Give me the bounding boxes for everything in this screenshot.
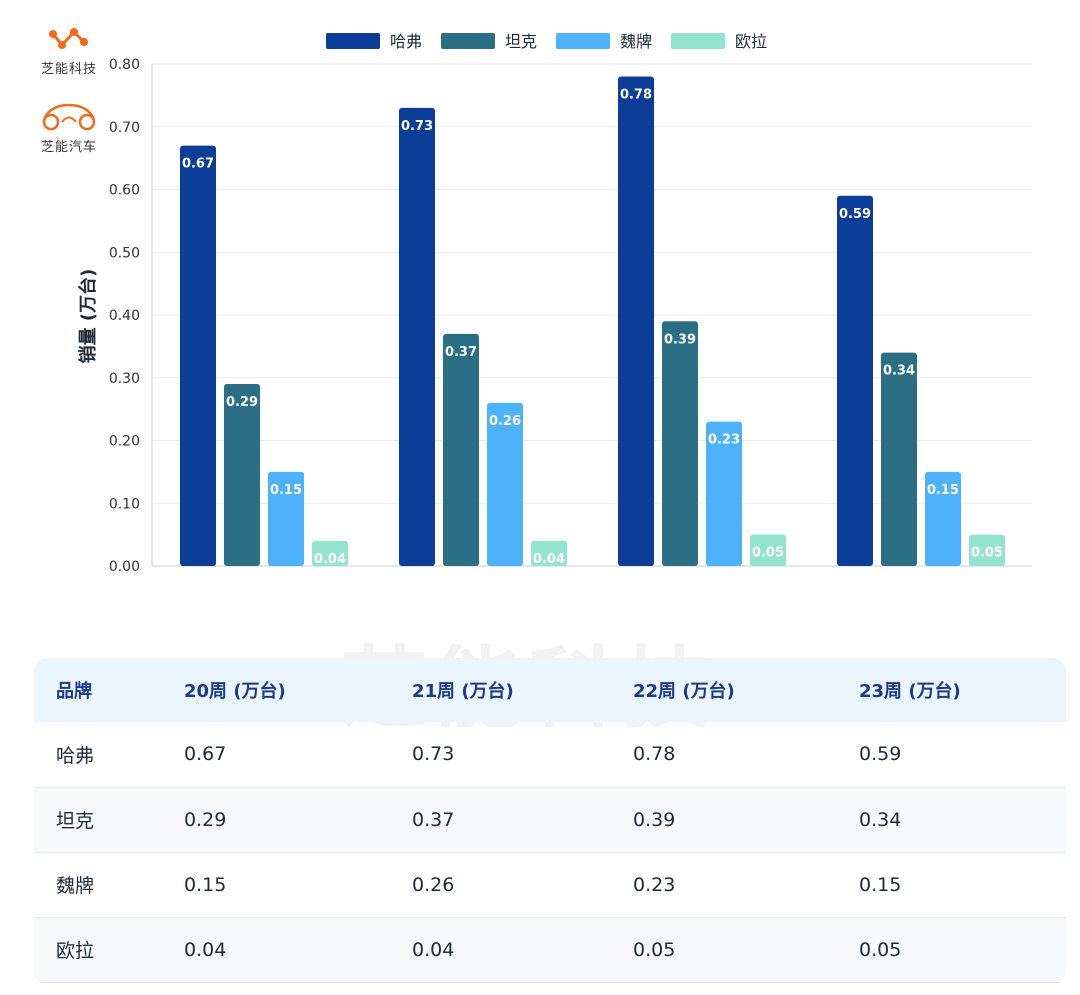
cell-value: 0.78: [633, 743, 676, 766]
data-label: 0.78: [620, 88, 652, 103]
zhineng-auto-logo: 芝能汽车: [36, 102, 102, 155]
y-tick-label: 0.60: [109, 183, 140, 199]
table-row: 哈弗 0.67 0.73 0.78 0.59: [34, 722, 1066, 787]
bar: [618, 76, 654, 567]
legend-swatch[interactable]: [556, 33, 610, 49]
cell-brand: 坦克: [56, 810, 95, 832]
bar: [662, 321, 698, 566]
y-axis-ticks: 0.00 0.10 0.20 0.30 0.40 0.50 0.60 0.70 0.80: [109, 57, 140, 575]
cell-value: 0.26: [412, 873, 455, 896]
bar: [706, 421, 742, 566]
y-axis-label: 销量 (万台): [77, 269, 99, 364]
data-label: 0.39: [664, 332, 696, 347]
cell-value: 0.29: [184, 808, 227, 831]
cell-value: 0.23: [633, 873, 676, 896]
bar: [487, 402, 523, 566]
zhineng-tech-logo: 芝能科技: [36, 24, 102, 77]
table-row: 魏牌 0.15 0.26 0.23 0.15: [34, 852, 1066, 917]
cell-value: 0.34: [859, 808, 902, 831]
logo-text: 芝能科技: [40, 62, 97, 77]
molecule-icon: [49, 28, 88, 49]
data-label: 0.67: [182, 157, 214, 172]
bar: [443, 333, 479, 566]
legend-label[interactable]: 魏牌: [620, 32, 652, 51]
data-label: 0.04: [533, 552, 565, 567]
data-table: 品牌 20周 (万台) 21周 (万台) 22周 (万台) 23周 (万台) 哈…: [34, 658, 1066, 985]
y-tick-label: 0.50: [109, 245, 140, 261]
cell-value: 0.04: [412, 938, 455, 961]
legend-label[interactable]: 欧拉: [735, 32, 767, 51]
bar: [969, 534, 1005, 566]
cell-brand: 欧拉: [56, 940, 95, 962]
legend-label[interactable]: 坦克: [505, 32, 537, 51]
cell-value: 0.04: [184, 938, 227, 961]
cell-value: 0.37: [412, 808, 455, 831]
y-tick-label: 0.00: [109, 559, 140, 575]
data-label: 0.29: [226, 395, 258, 410]
legend-swatch[interactable]: [671, 33, 725, 49]
table-row: 坦克 0.29 0.37 0.39 0.34: [34, 787, 1066, 852]
cell-value: 0.15: [184, 873, 227, 896]
bar: [881, 352, 917, 566]
cell-value: 0.39: [633, 808, 676, 831]
data-label: 0.26: [489, 414, 521, 429]
data-label: 0.15: [927, 483, 959, 498]
data-label: 0.04: [314, 552, 346, 567]
cell-brand: 哈弗: [56, 744, 95, 767]
cell-value: 0.05: [859, 938, 902, 961]
bar: [180, 145, 216, 566]
header-brand: 品牌: [56, 681, 92, 702]
bar: [837, 195, 873, 566]
data-label: 0.34: [883, 364, 915, 379]
data-label: 0.23: [708, 433, 740, 448]
data-labels: 0.67 0.73 0.78 0.59 0.29 0.37 0.39 0.34 0.15 0.26…: [182, 88, 1003, 567]
logo-text: 芝能汽车: [40, 140, 97, 155]
table-row: 欧拉 0.04 0.04 0.05 0.05: [34, 917, 1066, 982]
legend-label[interactable]: 哈弗: [390, 32, 422, 51]
legend-swatch[interactable]: [326, 33, 380, 49]
y-tick-label: 0.30: [109, 371, 140, 387]
bar: [750, 534, 786, 566]
table-header-row: 品牌 20周 (万台) 21周 (万台) 22周 (万台) 23周 (万台): [34, 658, 1066, 722]
bar: [268, 471, 304, 566]
legend[interactable]: 哈弗 坦克 魏牌 欧拉: [326, 32, 767, 51]
bar: [531, 540, 567, 566]
cell-value: 0.15: [859, 873, 902, 896]
y-tick-label: 0.40: [109, 308, 140, 324]
bar: [925, 471, 961, 566]
header-week21: 21周 (万台): [412, 681, 514, 702]
data-label: 0.05: [971, 546, 1003, 561]
data-label: 0.15: [270, 483, 302, 498]
bars: [180, 76, 1005, 567]
legend-swatch[interactable]: [441, 33, 495, 49]
y-tick-label: 0.80: [109, 57, 140, 73]
cell-brand: 魏牌: [56, 875, 95, 897]
data-label: 0.73: [401, 119, 433, 134]
header-week23: 23周 (万台): [859, 681, 961, 702]
data-label: 0.37: [445, 345, 477, 360]
cell-value: 0.05: [633, 938, 676, 961]
bar-chart: 0.00 0.10 0.20 0.30 0.40 0.50 0.60 0.70 0.80 0.6…: [77, 32, 1032, 575]
bar: [399, 107, 435, 567]
data-label: 0.59: [839, 207, 871, 222]
y-tick-label: 0.70: [109, 120, 140, 136]
data-label: 0.05: [752, 546, 784, 561]
y-tick-label: 0.20: [109, 434, 140, 450]
y-tick-label: 0.10: [109, 496, 140, 512]
car-icon: [42, 103, 96, 131]
bar: [224, 384, 260, 566]
bar: [312, 540, 348, 566]
cell-value: 0.73: [412, 743, 455, 766]
cell-value: 0.59: [859, 743, 902, 766]
header-week20: 20周 (万台): [184, 681, 286, 702]
cell-value: 0.67: [184, 743, 227, 766]
header-week22: 22周 (万台): [633, 681, 735, 702]
